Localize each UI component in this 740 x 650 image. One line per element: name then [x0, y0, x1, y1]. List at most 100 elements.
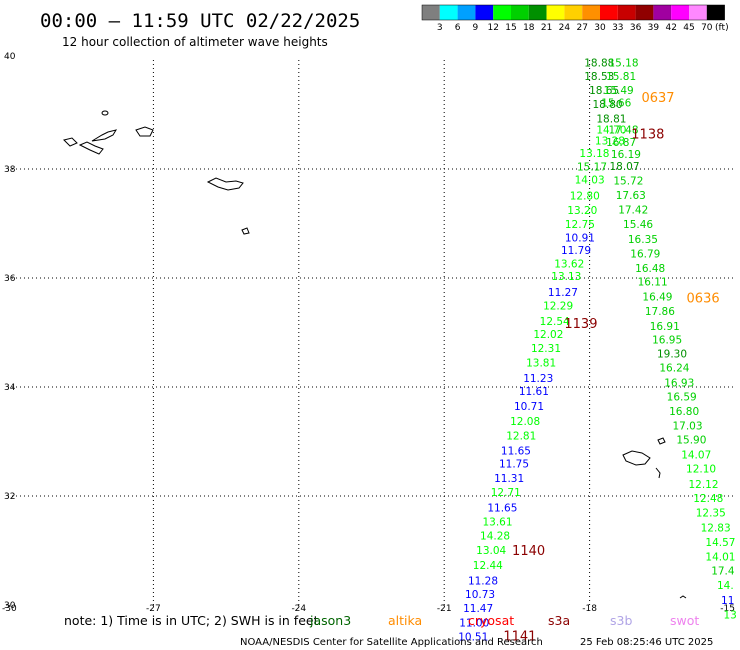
colorbar-swatch: [689, 5, 707, 20]
pass-time-label: 0636: [687, 292, 720, 307]
wave-height-value: 12.31: [531, 343, 561, 355]
map-title: 00:00 – 11:59 UTC 02/22/2025: [40, 10, 360, 32]
wave-height-value: 11.65: [501, 446, 531, 458]
units-note: note: 1) Time is in UTC; 2) SWH is in fe…: [64, 613, 319, 628]
colorbar-legend: 3 6 9 12 15 18 21 24 27 30 33 36 39 42 45 70 (ft): [421, 4, 729, 33]
colorbar-swatch: [706, 5, 725, 20]
colorbar-swatch: [475, 5, 494, 20]
wave-height-value: 11.27: [548, 287, 578, 299]
satellite-s3a: s3a: [548, 613, 570, 628]
colorbar-swatch: [600, 5, 618, 20]
wave-height-value: 16.87: [606, 137, 636, 149]
colorbar-swatch: [439, 5, 458, 20]
colorbar-unit: (ft): [715, 23, 729, 33]
wave-height-value: 15.72: [613, 175, 643, 187]
wave-height-value: 12.10: [686, 464, 716, 476]
wave-height-value: 18.81: [596, 114, 626, 126]
colorbar-swatch: [564, 5, 583, 20]
y-tick-label: 40: [4, 52, 16, 62]
colorbar-label: 24: [559, 23, 571, 33]
wave-height-value: 17.4: [711, 565, 735, 577]
pass-time-label: 1138: [631, 127, 664, 142]
wave-height-value: 18.80: [593, 99, 623, 111]
colorbar-swatch: [546, 5, 565, 20]
wave-height-value: 17.63: [616, 190, 646, 202]
wave-height-value: 14.57: [705, 537, 735, 549]
island-selvagens: [679, 595, 687, 599]
wave-height-value: 15.90: [676, 435, 706, 447]
x-tick-label: -15: [720, 604, 735, 614]
wave-height-value: 14.70: [596, 125, 626, 137]
island-terceira: [135, 126, 154, 137]
x-tick-label: -18: [582, 604, 597, 614]
satellite-swot: swot: [670, 613, 699, 628]
wave-height-value: 15.81: [606, 71, 636, 83]
wave-height-value: 11.31: [494, 473, 524, 485]
island-desertas: [655, 467, 661, 479]
wave-height-value: 13.81: [526, 357, 556, 369]
wave-height-value: 16.35: [628, 234, 658, 246]
colorbar-label: 18: [523, 23, 535, 33]
colorbar-label: 30: [594, 23, 606, 33]
colorbar-label: 15: [505, 23, 516, 33]
wave-height-value: 12.75: [565, 219, 595, 231]
wave-height-value: 16.95: [652, 334, 682, 346]
pass-time-labels: 0637 1138 0636 1139 1140 1141: [503, 91, 719, 644]
colorbar-swatch: [635, 5, 654, 20]
pass-time-label: 1140: [512, 544, 545, 559]
wave-height-value: 10.51: [458, 631, 488, 643]
wave-height-value: 13.28: [595, 135, 625, 147]
credit-text: NOAA/NESDIS Center for Satellite Applica…: [240, 637, 543, 648]
wave-height-value: 10.91: [565, 232, 595, 244]
colorbar-frame: [421, 4, 725, 21]
colorbar-swatch: [528, 5, 547, 20]
colorbar-swatch: [457, 5, 476, 20]
wave-height-value: 15.49: [604, 85, 634, 97]
wave-height-value: 10.71: [514, 401, 544, 413]
wave-height-value: 19.30: [657, 349, 687, 361]
wave-height-value: 14.03: [575, 175, 605, 187]
wave-height-value: 13.61: [482, 516, 512, 528]
x-tick-label: -27: [146, 604, 161, 614]
satellite-jason3: jason3: [309, 613, 351, 628]
wave-height-value: 14.07: [681, 449, 711, 461]
wave-height-value: 15.46: [623, 219, 653, 231]
map-subtitle: 12 hour collection of altimeter wave hei…: [62, 35, 328, 49]
y-tick-label: 36: [4, 274, 16, 284]
wave-height-value: 13: [723, 610, 736, 622]
wave-height-value: 13.18: [579, 148, 609, 160]
wave-height-value: 12.48: [693, 493, 723, 505]
wave-height-value: 15.66: [601, 97, 631, 109]
wave-height-value: 12.35: [696, 508, 726, 520]
wave-height-value: 15.17: [577, 162, 607, 174]
colorbar-swatch: [582, 5, 600, 20]
wave-height-value: 13.62: [554, 259, 584, 271]
wave-height-value: 12.54: [540, 316, 570, 328]
x-tick-label: -30: [2, 604, 17, 614]
colorbar-label: 70: [701, 23, 713, 33]
colorbar-label: 21: [541, 23, 552, 33]
satellite-cryosat: cryosat: [468, 613, 514, 628]
wave-height-value: 12.83: [701, 522, 731, 534]
colorbar-label: 12: [487, 23, 498, 33]
island-sao-miguel: [206, 177, 244, 191]
island-santa-maria: [241, 227, 250, 235]
wave-height-value: 12.08: [510, 416, 540, 428]
axis-ticks: -30 -27 -24 -21 -18 -15 30 32 34 36 38 40: [2, 52, 735, 614]
wave-height-value: 15.18: [608, 58, 638, 70]
wave-height-value: 11: [721, 595, 734, 607]
pass-time-label: 1139: [564, 317, 597, 332]
colorbar-label: 27: [576, 23, 587, 33]
wave-height-value: 16.49: [642, 291, 672, 303]
colorbar-swatch: [671, 5, 689, 20]
wave-height-value: 12.81: [506, 430, 536, 442]
colorbar-label: 6: [455, 23, 461, 33]
colorbar-label: 42: [665, 23, 676, 33]
y-tick-label: 30: [4, 601, 16, 611]
coastline-islands: [63, 110, 687, 599]
wave-height-value: 16.91: [650, 321, 680, 333]
wave-height-value: 11.28: [468, 575, 498, 587]
satellite-s3b: s3b: [610, 613, 632, 628]
wave-height-value: 17.03: [672, 421, 702, 433]
